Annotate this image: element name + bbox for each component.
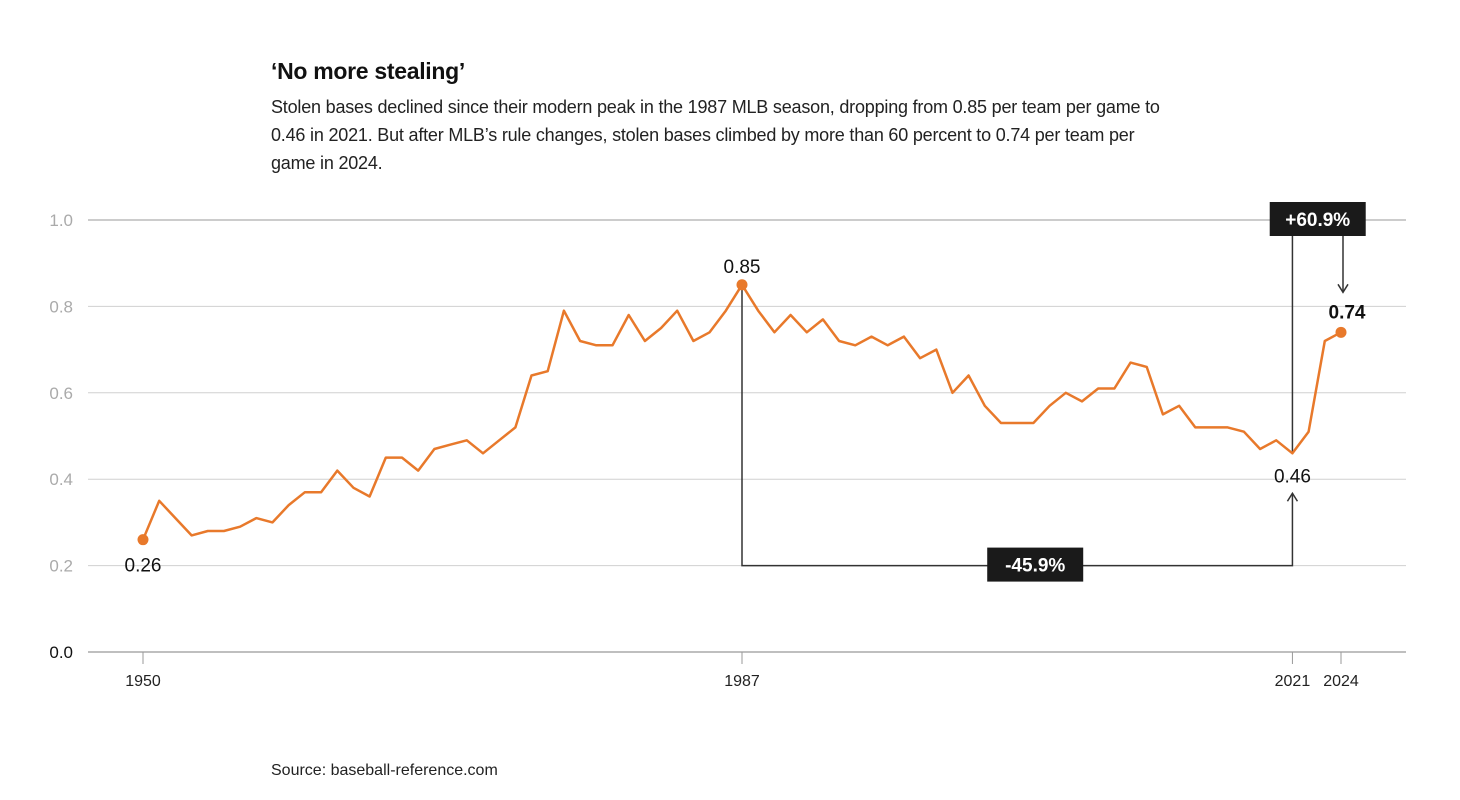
- y-tick-label: 0.6: [49, 384, 73, 403]
- x-tick-label: 1987: [724, 673, 760, 690]
- x-tick-label: 1950: [125, 673, 161, 690]
- data-label-2021: 0.46: [1274, 466, 1311, 487]
- data-point-1987: [736, 279, 748, 291]
- x-tick-label: 2021: [1275, 673, 1311, 690]
- x-axis: 1950 1987 2021 2024: [125, 652, 1359, 690]
- increase-badge-label: +60.9%: [1285, 210, 1350, 231]
- y-tick-label: 0.2: [49, 557, 73, 576]
- data-point-2024: [1335, 326, 1347, 338]
- decline-badge-label: -45.9%: [1005, 556, 1065, 577]
- decline-badge: [987, 547, 1084, 582]
- increase-badge: [1269, 202, 1366, 236]
- y-tick-label: 0.8: [49, 297, 73, 316]
- x-tick-label: 2024: [1323, 673, 1359, 690]
- y-tick-label: 0.0: [49, 643, 73, 662]
- source-note: Source: baseball-reference.com: [271, 762, 498, 779]
- chart-subtitle: Stolen bases declined since their modern…: [271, 97, 1160, 173]
- decline-bracket: [741, 284, 1294, 567]
- highlight-points: 0.26 0.85 0.46 0.74: [125, 257, 1366, 577]
- arrow-up-icon: [1286, 491, 1299, 502]
- data-label-1987: 0.85: [724, 257, 761, 278]
- data-label-1950: 0.26: [125, 556, 162, 577]
- y-axis: 0.0 0.2 0.4 0.6 0.8 1.0: [49, 211, 73, 662]
- y-tick-label: 0.4: [49, 470, 73, 489]
- y-tick-label: 1.0: [49, 211, 73, 230]
- data-label-2024: 0.74: [1329, 302, 1366, 323]
- annotations: -45.9% +60.9%: [741, 202, 1366, 582]
- arrow-down-icon: [1337, 283, 1349, 294]
- chart-title: ‘No more stealing’: [271, 58, 465, 84]
- data-point-1950: [137, 534, 149, 546]
